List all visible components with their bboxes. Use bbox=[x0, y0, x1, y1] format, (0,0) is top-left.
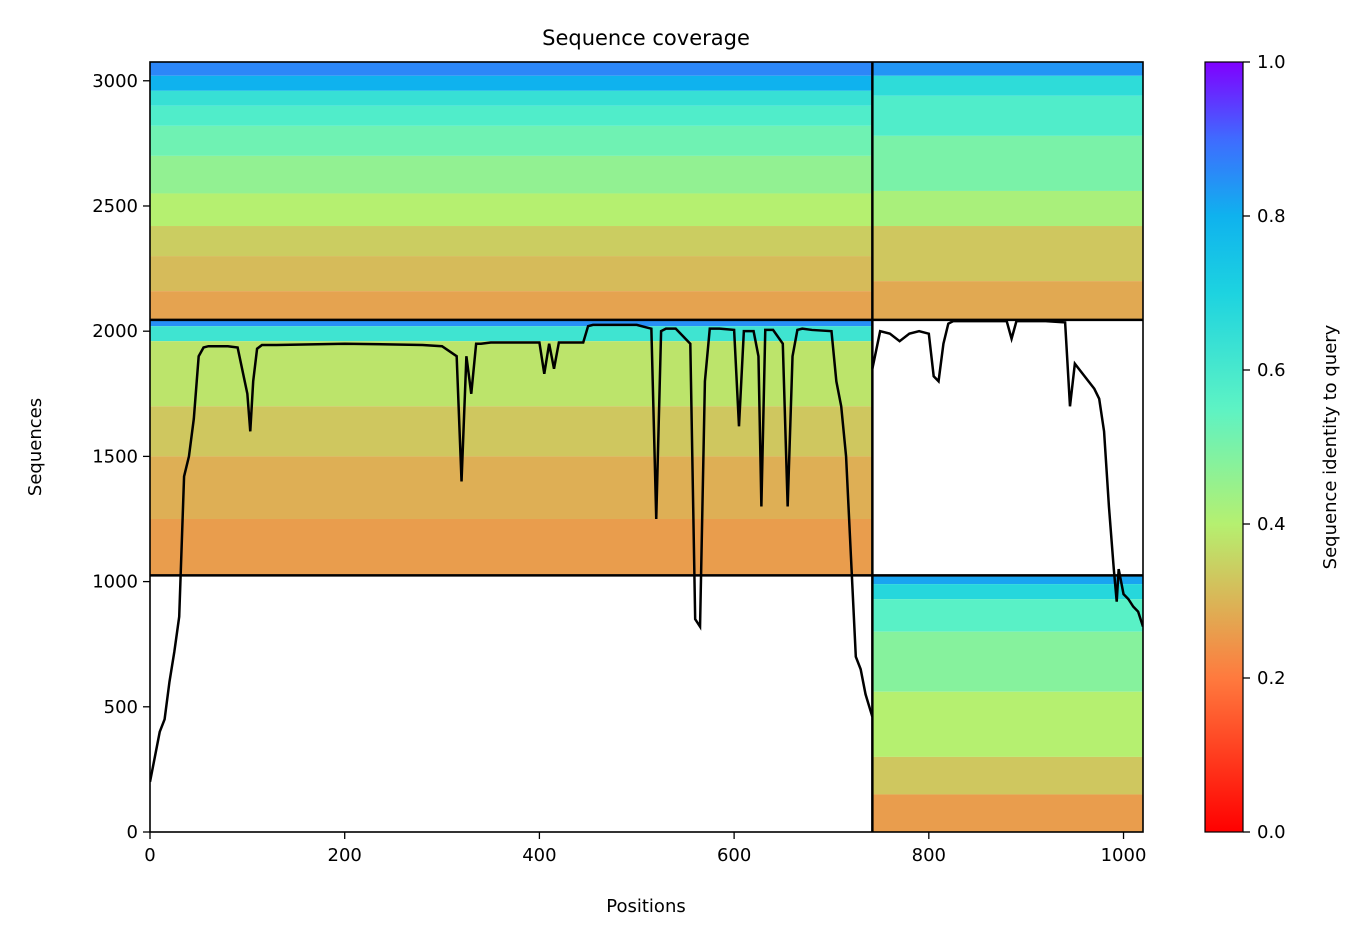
block-boundaries bbox=[150, 62, 1143, 832]
coverage-line bbox=[150, 319, 1143, 783]
identity-band bbox=[872, 691, 1143, 757]
colorbar-tick-label: 0.4 bbox=[1257, 514, 1286, 535]
colorbar-tick-label: 0.0 bbox=[1257, 822, 1286, 843]
x-tick-label: 600 bbox=[717, 845, 751, 866]
msa-block-4 bbox=[872, 575, 1143, 832]
identity-band bbox=[150, 75, 873, 91]
identity-band bbox=[150, 226, 873, 257]
identity-band bbox=[872, 631, 1143, 692]
identity-band bbox=[150, 105, 873, 126]
identity-band bbox=[150, 125, 873, 156]
x-axis-label: Positions bbox=[606, 896, 685, 917]
identity-band bbox=[872, 599, 1143, 632]
identity-band bbox=[150, 90, 873, 106]
x-tick-label: 200 bbox=[328, 845, 362, 866]
msa-block-1 bbox=[150, 62, 873, 320]
identity-band bbox=[150, 518, 873, 576]
plot-frame bbox=[149, 61, 1144, 833]
x-tick-label: 1000 bbox=[1101, 845, 1147, 866]
y-tick-label: 500 bbox=[104, 697, 138, 718]
y-axis: 0 500 1000 1500 2000 2500 3000 bbox=[92, 71, 150, 843]
identity-band bbox=[150, 319, 873, 327]
coverage-series-segment-2 bbox=[871, 319, 1143, 628]
identity-band bbox=[150, 291, 873, 320]
y-tick-label: 0 bbox=[127, 822, 138, 843]
identity-band bbox=[872, 135, 1143, 191]
identity-band bbox=[150, 155, 873, 194]
x-tick-label: 400 bbox=[522, 845, 556, 866]
identity-band bbox=[872, 75, 1143, 96]
identity-band bbox=[872, 794, 1143, 832]
identity-band bbox=[872, 584, 1143, 600]
colorbar-tick-label: 0.8 bbox=[1257, 206, 1286, 227]
x-axis: 0 200 400 600 800 1000 bbox=[144, 832, 1146, 866]
colorbar-tick-label: 0.6 bbox=[1257, 360, 1286, 381]
colorbar-tick-label: 1.0 bbox=[1257, 52, 1286, 73]
y-tick-label: 3000 bbox=[92, 71, 138, 92]
colorbar-label: Sequence identity to query bbox=[1320, 324, 1341, 569]
identity-band bbox=[150, 193, 873, 227]
identity-band bbox=[872, 756, 1143, 795]
y-tick-label: 1000 bbox=[92, 572, 138, 593]
identity-band bbox=[872, 226, 1143, 282]
y-axis-label: Sequences bbox=[25, 398, 46, 496]
msa-blocks bbox=[150, 62, 1143, 832]
colorbar-gradient bbox=[1204, 61, 1244, 833]
x-tick-label: 800 bbox=[912, 845, 946, 866]
identity-band bbox=[150, 406, 873, 457]
y-tick-label: 2500 bbox=[92, 196, 138, 217]
identity-band bbox=[150, 341, 873, 407]
identity-band bbox=[872, 281, 1143, 320]
identity-band bbox=[150, 326, 873, 342]
colorbar: 0.0 0.2 0.4 0.6 0.8 1.0 Sequence identity to … bbox=[1204, 52, 1341, 843]
identity-band bbox=[872, 575, 1143, 585]
identity-band bbox=[872, 95, 1143, 136]
y-tick-label: 1500 bbox=[92, 446, 138, 467]
identity-band bbox=[150, 256, 873, 292]
colorbar-ticks: 0.0 0.2 0.4 0.6 0.8 1.0 bbox=[1243, 52, 1286, 843]
chart-title: Sequence coverage bbox=[542, 26, 750, 50]
identity-band bbox=[872, 62, 1143, 76]
identity-band bbox=[150, 456, 873, 519]
coverage-series-segment-1 bbox=[150, 323, 874, 783]
x-tick-label: 0 bbox=[144, 845, 155, 866]
identity-band bbox=[872, 190, 1143, 227]
y-tick-label: 2000 bbox=[92, 321, 138, 342]
msa-block-3 bbox=[150, 319, 873, 576]
identity-band bbox=[150, 62, 873, 76]
colorbar-tick-label: 0.2 bbox=[1257, 668, 1286, 689]
msa-block-2 bbox=[872, 62, 1143, 320]
